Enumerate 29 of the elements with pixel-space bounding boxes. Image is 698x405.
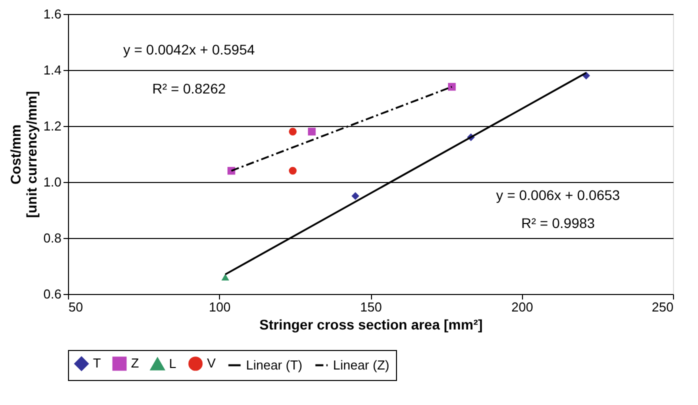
annotation: R² = 0.9983 xyxy=(521,215,596,231)
point xyxy=(352,192,360,200)
y-tick-label: 1.0 xyxy=(43,174,62,190)
legend-label: Linear (Z) xyxy=(333,357,390,372)
point xyxy=(288,128,297,136)
y-tick-label: 1.2 xyxy=(43,118,62,134)
legend-label: Linear (T) xyxy=(246,357,302,372)
y-axis-title: Cost/mm [unit currency/mm] xyxy=(7,91,40,218)
point xyxy=(288,166,297,175)
annotation: R² = 0.8262 xyxy=(152,80,226,97)
point xyxy=(308,128,316,136)
y-tick-label: 1.6 xyxy=(43,6,62,22)
y-tick-label: 1.4 xyxy=(43,62,62,78)
legend-label: Z xyxy=(131,356,139,371)
annotation: y = 0.0042x + 0.5954 xyxy=(123,41,255,58)
y-tick-label: 0.8 xyxy=(43,230,62,246)
legend-label: T xyxy=(93,356,101,371)
legend-label: V xyxy=(207,356,216,371)
x-tick-label: 200 xyxy=(511,300,534,314)
point xyxy=(221,274,230,281)
x-axis-title: Stringer cross section area [mm²] xyxy=(259,316,483,332)
legend-label: L xyxy=(169,356,176,372)
x-tick-label: 150 xyxy=(360,300,382,314)
x-tick-label: 50 xyxy=(68,300,83,314)
annotation: y = 0.006x + 0.0653 xyxy=(496,187,620,203)
x-tick-label: 250 xyxy=(652,300,674,314)
point xyxy=(448,82,456,91)
y-tick-label: 0.6 xyxy=(43,286,62,302)
x-tick-label: 100 xyxy=(208,300,231,314)
